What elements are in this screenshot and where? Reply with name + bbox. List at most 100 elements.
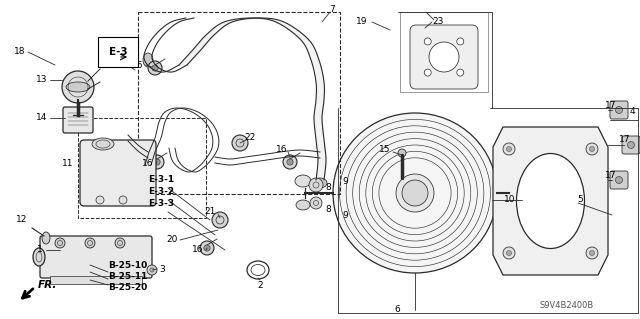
Text: 9: 9 xyxy=(342,177,348,187)
FancyBboxPatch shape xyxy=(410,25,478,89)
Text: 8: 8 xyxy=(325,182,331,191)
Circle shape xyxy=(616,107,623,114)
Circle shape xyxy=(148,61,162,75)
Circle shape xyxy=(398,149,406,157)
Circle shape xyxy=(310,197,322,209)
Circle shape xyxy=(424,69,431,76)
Text: 18: 18 xyxy=(14,48,26,56)
FancyBboxPatch shape xyxy=(610,101,628,119)
Text: E-3-1: E-3-1 xyxy=(148,175,174,184)
Circle shape xyxy=(506,250,511,256)
Text: 9: 9 xyxy=(342,211,348,219)
Text: 5: 5 xyxy=(577,196,583,204)
Text: 8: 8 xyxy=(325,205,331,214)
Circle shape xyxy=(96,196,104,204)
Text: 20: 20 xyxy=(166,235,178,244)
Text: B-25-11: B-25-11 xyxy=(108,272,147,281)
Circle shape xyxy=(150,155,164,169)
Circle shape xyxy=(457,69,464,76)
Text: 14: 14 xyxy=(36,114,48,122)
Circle shape xyxy=(457,38,464,45)
Circle shape xyxy=(424,38,431,45)
Circle shape xyxy=(119,196,127,204)
Text: 17: 17 xyxy=(620,136,631,145)
Circle shape xyxy=(586,247,598,259)
Text: 16: 16 xyxy=(192,246,204,255)
Ellipse shape xyxy=(402,180,428,206)
FancyBboxPatch shape xyxy=(622,136,640,154)
Text: 16: 16 xyxy=(276,145,288,154)
FancyBboxPatch shape xyxy=(80,140,156,206)
FancyBboxPatch shape xyxy=(63,107,93,133)
Text: 4: 4 xyxy=(629,108,635,116)
Bar xyxy=(50,276,142,284)
Text: 15: 15 xyxy=(380,145,391,154)
Circle shape xyxy=(152,65,158,71)
Bar xyxy=(78,118,206,218)
Ellipse shape xyxy=(396,174,434,212)
Text: 23: 23 xyxy=(432,18,444,26)
Text: 11: 11 xyxy=(62,159,74,167)
Ellipse shape xyxy=(401,179,429,207)
Circle shape xyxy=(627,142,634,149)
Ellipse shape xyxy=(407,185,423,201)
Text: 13: 13 xyxy=(36,76,48,85)
Circle shape xyxy=(147,265,157,275)
Text: E-3-3: E-3-3 xyxy=(148,199,174,208)
Text: 3: 3 xyxy=(159,264,165,273)
Text: 16: 16 xyxy=(142,159,154,167)
Text: 10: 10 xyxy=(504,196,516,204)
Ellipse shape xyxy=(296,200,310,210)
Ellipse shape xyxy=(333,113,497,273)
Text: 21: 21 xyxy=(204,207,216,217)
Circle shape xyxy=(200,241,214,255)
Circle shape xyxy=(616,176,623,183)
Text: 7: 7 xyxy=(329,5,335,14)
Ellipse shape xyxy=(516,153,584,249)
Text: 19: 19 xyxy=(356,18,368,26)
Circle shape xyxy=(283,155,297,169)
Circle shape xyxy=(115,238,125,248)
Text: 1: 1 xyxy=(37,246,43,255)
Circle shape xyxy=(154,159,160,165)
Text: S9V4B2400B: S9V4B2400B xyxy=(540,301,595,310)
Circle shape xyxy=(204,245,210,251)
Ellipse shape xyxy=(66,82,90,92)
Circle shape xyxy=(309,178,323,192)
Polygon shape xyxy=(493,127,608,275)
Circle shape xyxy=(503,247,515,259)
Text: 22: 22 xyxy=(244,133,255,143)
Circle shape xyxy=(287,159,293,165)
Bar xyxy=(138,12,340,194)
Bar xyxy=(400,12,488,92)
Circle shape xyxy=(85,238,95,248)
Text: B-25-10: B-25-10 xyxy=(108,261,147,270)
Text: 6: 6 xyxy=(394,306,400,315)
Text: 2: 2 xyxy=(257,280,263,290)
Ellipse shape xyxy=(92,138,114,150)
Text: B-25-20: B-25-20 xyxy=(108,283,147,292)
Ellipse shape xyxy=(42,232,50,244)
Ellipse shape xyxy=(295,175,311,187)
Text: 17: 17 xyxy=(605,170,617,180)
Circle shape xyxy=(589,250,595,256)
Circle shape xyxy=(586,143,598,155)
FancyBboxPatch shape xyxy=(610,171,628,189)
Ellipse shape xyxy=(429,42,459,72)
Circle shape xyxy=(503,143,515,155)
FancyBboxPatch shape xyxy=(40,236,152,278)
Circle shape xyxy=(232,135,248,151)
Text: FR.: FR. xyxy=(38,280,58,290)
Circle shape xyxy=(589,146,595,152)
Text: E-3-2: E-3-2 xyxy=(148,187,174,196)
Circle shape xyxy=(212,212,228,228)
Text: 16: 16 xyxy=(132,61,144,70)
Ellipse shape xyxy=(143,53,153,67)
Text: 17: 17 xyxy=(605,100,617,109)
Circle shape xyxy=(55,238,65,248)
Ellipse shape xyxy=(33,248,45,266)
Text: 12: 12 xyxy=(16,216,28,225)
Ellipse shape xyxy=(313,178,327,188)
Text: E-3: E-3 xyxy=(109,47,127,57)
Circle shape xyxy=(506,146,511,152)
